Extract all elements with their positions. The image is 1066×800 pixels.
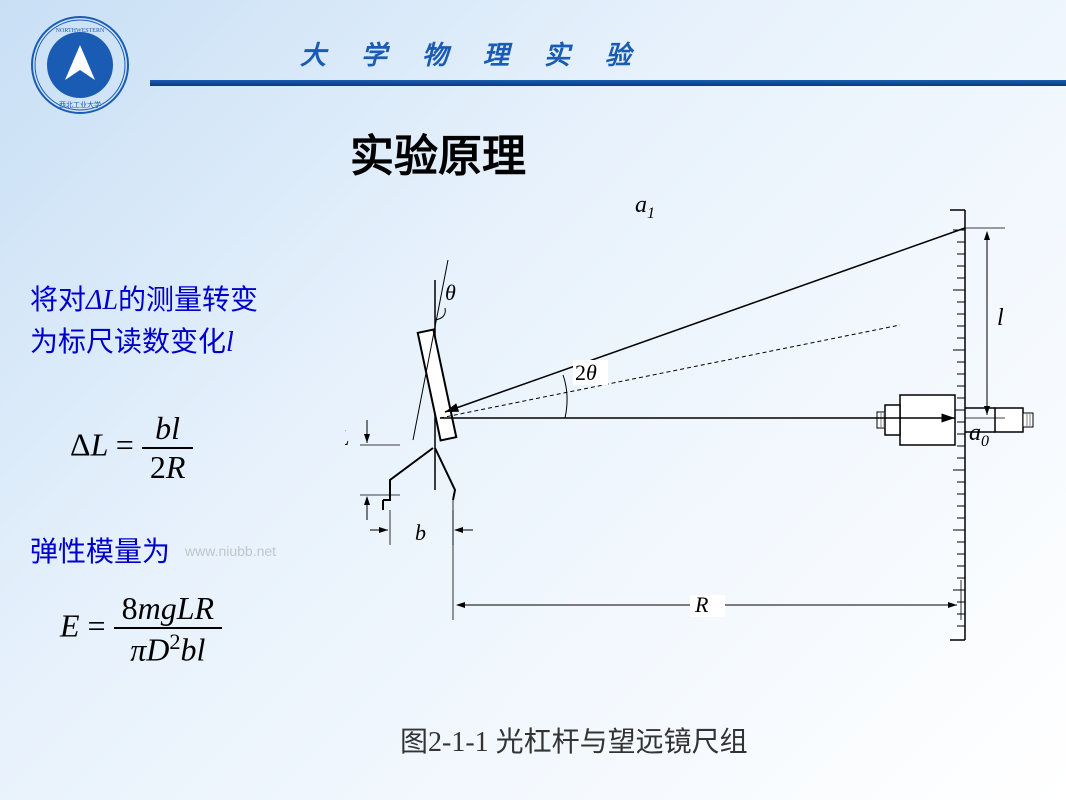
formula1-fraction: bl 2R	[142, 410, 194, 486]
text1-suffix: 的测量转变	[118, 285, 258, 316]
ray-dotted	[440, 325, 900, 418]
telescope	[877, 395, 1033, 445]
label-delta-l: ΔL	[345, 425, 349, 450]
header: NORTHWESTERN 西北工业大学 大学物理实验	[0, 15, 1066, 115]
optical-lever-diagram: a1 a0 θ 2θ l ΔL b R	[345, 200, 1045, 650]
formula1-l: L	[91, 426, 108, 462]
header-divider	[150, 80, 1066, 86]
figure-caption: 图2-1-1 光杠杆与望远镜尺组	[400, 720, 748, 760]
page-title: 实验原理	[350, 120, 526, 184]
text1-var-l: l	[226, 327, 234, 358]
formula2-numerator: 8mgLR	[114, 590, 222, 629]
label-b: b	[415, 520, 426, 545]
svg-text:西北工业大学: 西北工业大学	[59, 100, 101, 109]
formula1-numerator: bl	[142, 410, 194, 449]
formula2-fraction: 8mgLR πD2bl	[114, 590, 222, 669]
label-a0: a0	[969, 420, 989, 450]
formula1-denominator: 2R	[142, 449, 194, 486]
label-l: l	[997, 305, 1004, 331]
two-theta-arc	[563, 375, 567, 418]
svg-text:NORTHWESTERN: NORTHWESTERN	[56, 28, 105, 34]
formula1-eq: =	[116, 426, 142, 462]
label-r: R	[694, 592, 709, 617]
description-text-2: 弹性模量为	[30, 530, 170, 570]
text1-line2-prefix: 为标尺读数变化	[30, 327, 226, 358]
description-text-1: 将对ΔL的测量转变 为标尺读数变化l	[30, 280, 258, 364]
formula-delta-l: ΔL = bl 2R	[70, 410, 193, 486]
formula2-eq: =	[88, 608, 114, 644]
text1-prefix: 将对	[30, 285, 86, 316]
label-a1: a1	[635, 200, 655, 222]
watermark: www.niubb.net	[185, 543, 276, 559]
text1-delta: ΔL	[86, 285, 118, 316]
formula2-lhs: E	[60, 608, 80, 644]
delta-l-dimension	[360, 420, 400, 520]
label-theta: θ	[445, 280, 456, 305]
formula1-delta: Δ	[70, 426, 91, 462]
header-title: 大学物理实验	[300, 35, 666, 72]
formula2-denominator: πD2bl	[114, 629, 222, 669]
label-two-theta: 2θ	[575, 360, 597, 385]
university-logo: NORTHWESTERN 西北工业大学	[30, 15, 130, 115]
formula-youngs-modulus: E = 8mgLR πD2bl	[60, 590, 222, 669]
ray-to-a1	[445, 228, 965, 412]
